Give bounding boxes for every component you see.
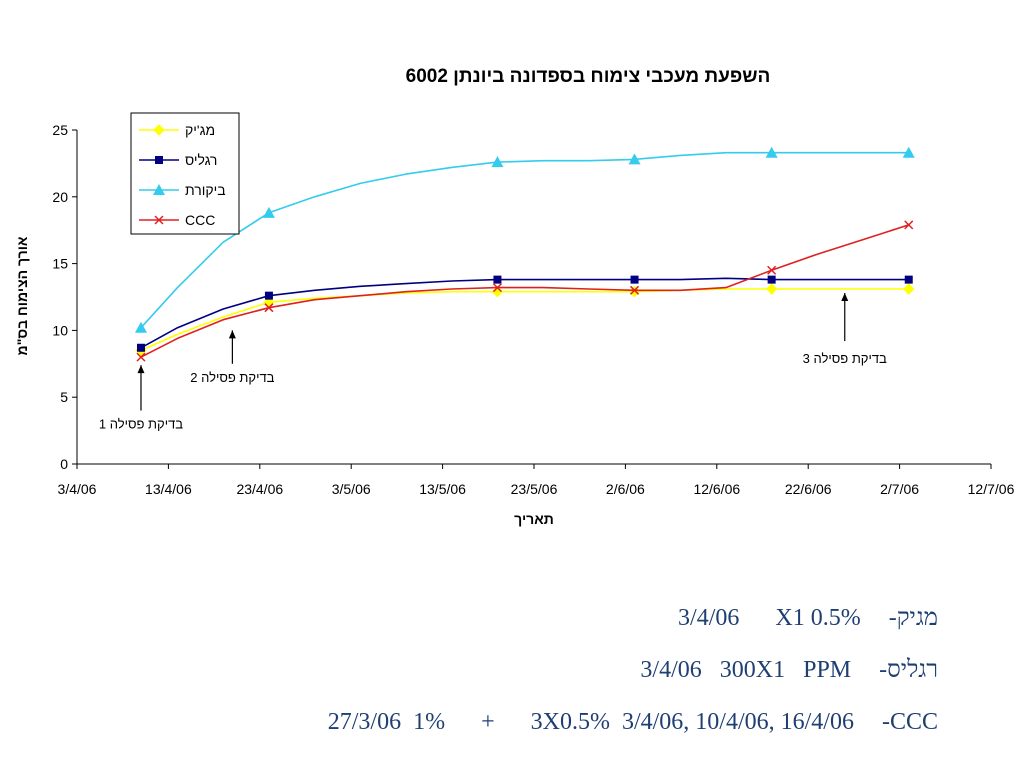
data-point-1-14 [767,275,776,284]
series-line-2 [140,151,909,329]
annotation-arrowhead-0 [137,365,145,374]
y-tick-label: 25 [52,122,68,138]
y-tick-label: 20 [52,189,68,205]
x-tick-label: 3/5/06 [332,481,371,497]
annotation-label-0: בדיקת פסילה 1 [99,417,183,432]
data-point-3-14 [767,265,777,275]
x-tick-label: 13/5/06 [419,481,466,497]
legend-label-1: רגליס [185,152,217,168]
data-point-0-14 [765,283,778,295]
note-magic: מגיק- 3/4/06 X1 0.5% [328,592,938,644]
marker-stroke [767,265,777,275]
data-point-1-8 [493,275,502,284]
x-tick-label: 23/5/06 [511,481,558,497]
y-tick-label: 15 [52,256,68,272]
data-point-1-3 [264,291,273,300]
y-axis-label: אורך הצימוח בס"מ [14,236,30,355]
data-point-2-8 [491,156,504,168]
data-point-2-17 [902,146,915,158]
annotation-arrowhead-2 [841,292,849,301]
chart: השפעת מעכבי צימוח בספדונה ביונתן 6002 או… [14,66,1015,527]
series-line-1 [140,277,909,349]
marker-stroke [904,220,914,230]
data-point-3-8 [492,283,502,293]
legend-box [130,112,240,235]
data-point-3-0 [136,352,146,362]
series-line-0 [140,288,909,352]
y-tick-label: 5 [60,389,68,405]
axes: 0 5 10 15 20 25 3/4/06 13/4/06 23/4/06 3/5/06 13/5… [52,122,1014,497]
annotation-layer: בדיקת פסילה 1 בדיקת פסילה 2 בדיקת פסילה 3 [99,292,887,432]
x-tick-label: 2/6/06 [606,481,645,497]
data-point-0-11 [628,285,641,298]
y-tick-label: 10 [52,322,68,338]
x-tick-label: 22/6/06 [785,481,832,497]
x-tick-label: 3/4/06 [58,481,97,497]
legend-marker-3 [154,215,164,225]
series-layer [134,146,915,362]
note-regalis: רגליס- 3/4/06 300X1 PPM [328,644,938,696]
data-point-2-3 [262,206,275,218]
note-magic-detail: 3/4/06 X1 0.5% [678,605,861,631]
data-point-0-17 [903,283,915,295]
x-tick-label: 13/4/06 [145,481,192,497]
marker-stroke [154,215,164,225]
x-tick-label: 2/7/06 [880,481,919,497]
data-point-3-11 [630,285,640,295]
annotation-arrowhead-1 [228,330,236,339]
x-tick-label: 23/4/06 [236,481,283,497]
marker-stroke [630,285,640,295]
data-point-3-3 [264,303,274,313]
data-point-1-0 [136,343,145,352]
data-point-1-11 [630,275,639,284]
note-ccc-detail: 27/3/06 1% + 3X0.5% 3/4/06, 10/4/06, 16/… [327,709,854,735]
legend: מג'יק רגליס ביקורת CCC [130,112,240,235]
legend-marker-2 [153,184,165,195]
note-ccc-label: CCC- [881,709,938,735]
chart-title: השפעת מעכבי צימוח בספדונה ביונתן 6002 [406,66,771,87]
x-tick-label: 12/6/06 [693,481,740,497]
y-tick-label: 0 [60,456,68,472]
marker-stroke [264,303,274,313]
marker-stroke [492,283,502,293]
series-line-3 [140,224,909,358]
data-point-3-17 [904,220,914,230]
legend-label-2: ביקורת [185,182,226,198]
legend-marker-1 [155,156,163,164]
x-tick-label: 12/7/06 [968,481,1015,497]
marker-stroke [136,352,146,362]
annotation-label-2: בדיקת פסילה 3 [803,351,887,366]
notes: מגיק- 3/4/06 X1 0.5% רגליס- 3/4/06 300X1 P… [328,592,938,748]
note-ccc: CCC- 27/3/06 1% + 3X0.5% 3/4/06, 10/4/06,… [328,696,938,748]
data-point-2-14 [765,146,778,158]
legend-marker-0 [153,124,165,136]
x-axis-label: תאריך [514,511,554,527]
data-point-2-11 [628,153,641,165]
legend-label-0: מג'יק [185,122,215,138]
annotation-label-1: בדיקת פסילה 2 [190,370,274,385]
legend-label-3: CCC [185,212,215,228]
note-regalis-detail: 3/4/06 300X1 PPM [640,657,852,683]
data-point-1-17 [904,275,913,284]
data-point-2-0 [134,321,147,333]
note-regalis-label: רגליס- [879,657,938,683]
note-magic-label: מגיק- [888,605,938,631]
